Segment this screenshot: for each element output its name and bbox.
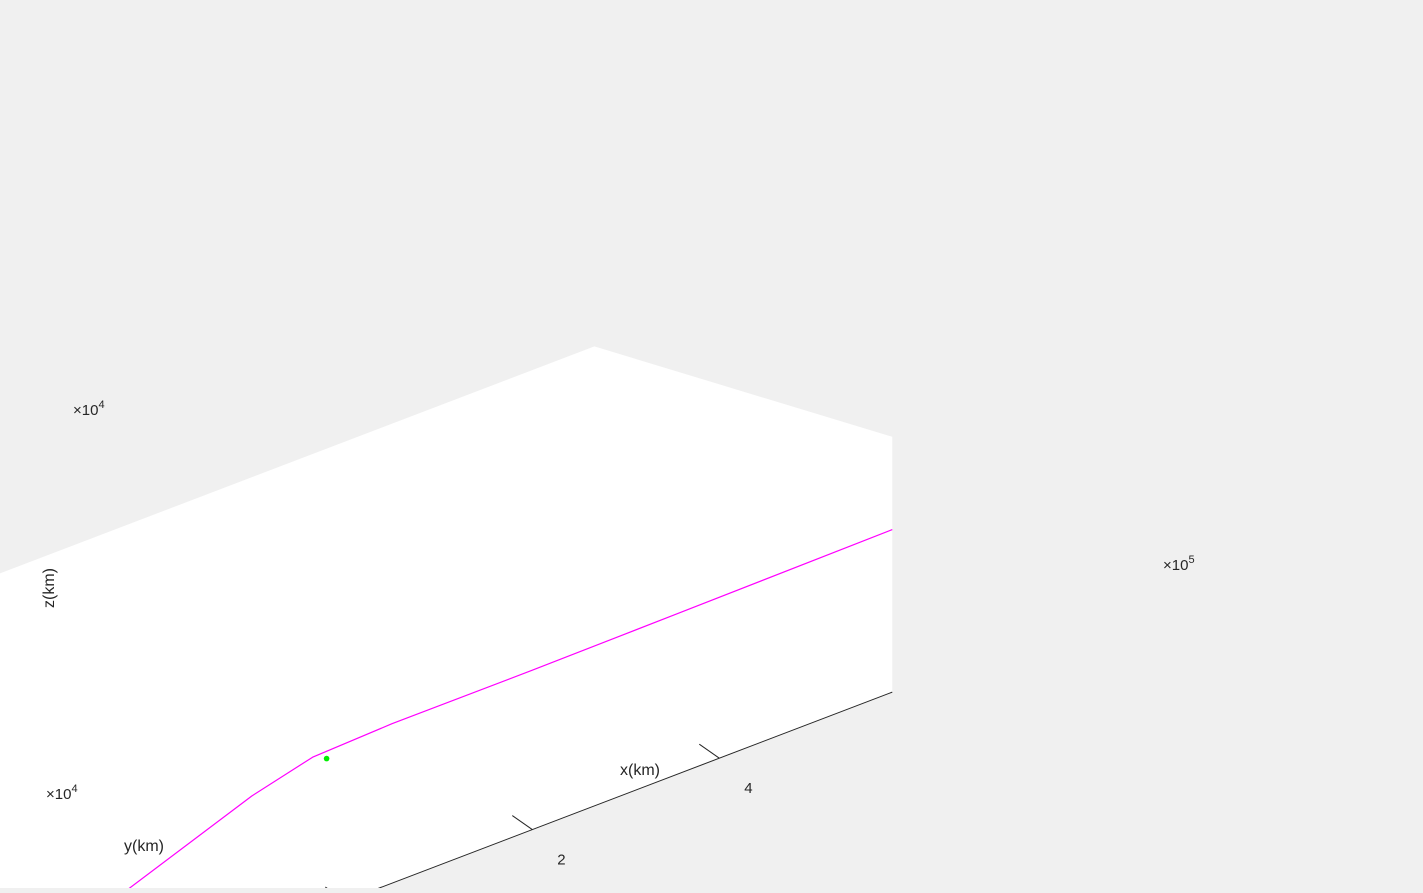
x-exponent-label: ×105: [1163, 554, 1195, 574]
z-axis-label: z(km): [41, 568, 58, 608]
x-tick-mark: [699, 743, 720, 759]
y-axis-label: y(km): [124, 838, 164, 855]
trajectory-line: [122, 529, 893, 893]
z-exponent-label: ×104: [73, 399, 105, 419]
marker-point: [323, 755, 330, 762]
tick-labels: -6-4-20240-5-10-15-20151050-5: [557, 780, 752, 869]
axes-background: [0, 346, 893, 893]
x-tick-label: 2: [557, 852, 565, 869]
x-axis-line: [364, 691, 893, 893]
data-layer: [122, 529, 893, 893]
x-tick-mark: [512, 815, 533, 830]
axes-lines: [364, 691, 893, 893]
y-exponent-label: ×104: [46, 783, 78, 803]
axes-box: [0, 346, 893, 893]
x-axis-label: x(km): [620, 762, 660, 779]
x-tick-label: 4: [744, 780, 752, 797]
